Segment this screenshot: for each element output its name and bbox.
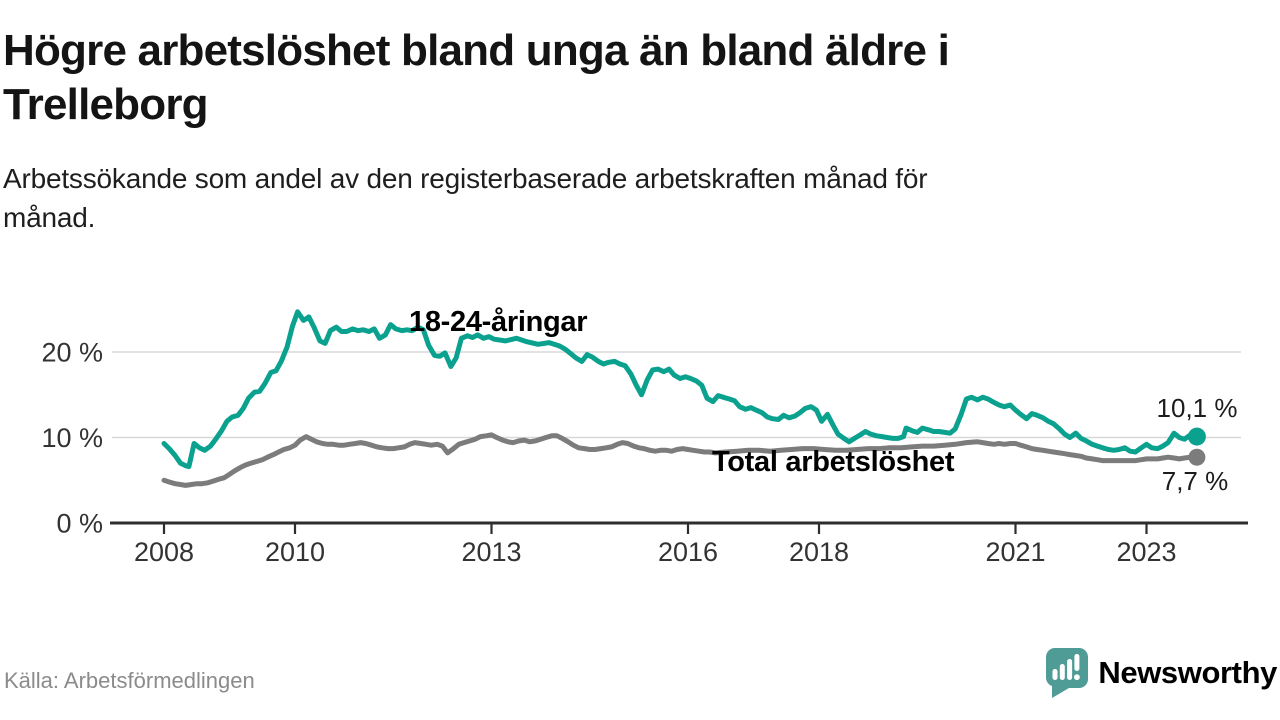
newsworthy-logo: Newsworthy: [1043, 646, 1277, 700]
series-line-young: [161, 309, 1200, 470]
x-tick-label-2023: 2023: [1116, 537, 1176, 567]
chart-subtitle: Arbetssökande som andel av den registerb…: [3, 159, 1183, 237]
page-title-line1: Högre arbetslöshet bland unga än bland ä…: [3, 26, 950, 75]
source-note: Källa: Arbetsförmedlingen: [4, 668, 255, 693]
x-tick-label-2018: 2018: [789, 537, 849, 567]
series-endpoint-total: [1188, 448, 1206, 466]
y-tick-label-10: 10 %: [41, 423, 103, 453]
x-tick-label-2013: 2013: [461, 537, 521, 567]
x-tick-label-2021: 2021: [985, 537, 1045, 567]
end-value-label-young: 10,1 %: [1156, 393, 1238, 423]
newsworthy-wordmark: Newsworthy: [1098, 655, 1277, 690]
y-tick-label-0: 0 %: [56, 509, 103, 539]
series-label-young: 18-24-åringar: [409, 306, 588, 338]
series-line-total: [161, 432, 1200, 488]
end-value-label-total: 7,7 %: [1161, 466, 1229, 496]
page-title-line2: Trelleborg: [3, 80, 209, 129]
series-endpoint-young: [1187, 427, 1206, 446]
page-title: Högre arbetslöshet bland unga än bland ä…: [3, 24, 1183, 132]
newsworthy-bubble-chart-icon: [1046, 648, 1089, 698]
x-tick-label-2008: 2008: [134, 537, 194, 567]
series-label-total: Total arbetslöshet: [712, 446, 955, 478]
x-tick-label-2016: 2016: [658, 537, 718, 567]
x-tick-label-2010: 2010: [265, 537, 325, 567]
y-tick-label-20: 20 %: [41, 338, 103, 368]
chart-subtitle-line1: Arbetssökande som andel av den registerb…: [3, 163, 928, 194]
chart-subtitle-line2: månad.: [3, 202, 96, 233]
